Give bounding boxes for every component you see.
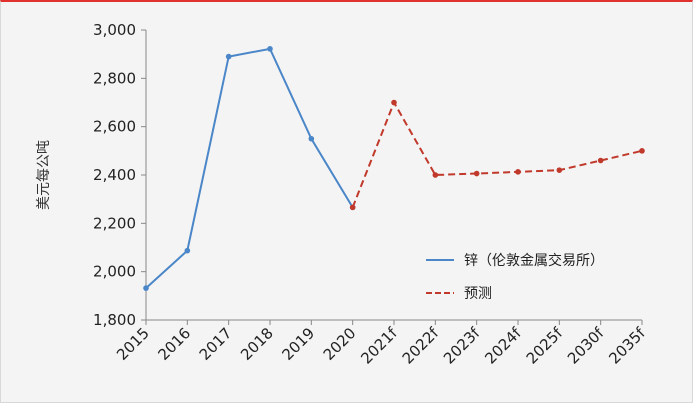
series-points	[143, 46, 645, 291]
legend-label: 锌（伦敦金属交易所）	[464, 252, 604, 269]
data-point-series-0	[143, 285, 149, 291]
data-point-series-1	[432, 172, 439, 178]
series-line-1	[351, 100, 643, 208]
data-point-series-1	[349, 204, 356, 211]
y-tick-label: 2,800	[93, 69, 136, 87]
data-point-series-0	[308, 135, 315, 142]
x-tick-label: 2025f	[523, 324, 567, 368]
legend-label: 预测	[464, 286, 492, 302]
x-tick-label: 2019	[278, 324, 318, 364]
y-tick-label: 3,000	[93, 21, 136, 39]
x-tick-label: 2030f	[564, 324, 608, 368]
legend: 锌（伦敦金属交易所） 预测	[426, 252, 604, 302]
x-ticks: 2015 2016 2017 2018 2019 20202021f2022f2023f2…	[113, 320, 649, 368]
x-tick-label: 2023f	[440, 324, 484, 368]
series-line-0	[145, 47, 354, 289]
data-point-series-1	[556, 167, 563, 173]
x-tick-label: 2022f	[399, 324, 443, 368]
y-ticks: 1,800 2,000 2,200 2,400 2,600 2,800 3,000	[93, 21, 146, 329]
y-axis-label: 美元每公吨	[36, 140, 52, 210]
x-tick-label: 2024f	[481, 324, 525, 368]
x-tick-label: 2035f	[605, 324, 649, 368]
data-point-series-0	[267, 46, 273, 52]
y-tick-label: 1,800	[93, 311, 136, 329]
data-point-series-0	[184, 247, 191, 254]
y-tick-label: 2,000	[93, 263, 136, 281]
data-point-series-1	[391, 99, 397, 106]
series-lines	[145, 47, 643, 289]
y-tick-label: 2,200	[93, 214, 136, 232]
x-tick-label: 2017	[196, 324, 236, 364]
data-point-series-1	[515, 169, 521, 175]
x-tick-label: 2016	[154, 324, 194, 364]
x-tick-label: 2020	[320, 324, 360, 364]
data-point-series-0	[225, 53, 232, 60]
x-tick-label: 2018	[237, 324, 277, 364]
x-tick-label: 2015	[113, 324, 153, 364]
data-point-series-1	[473, 170, 480, 177]
y-tick-label: 2,400	[93, 166, 136, 184]
y-tick-label: 2,600	[93, 118, 136, 136]
data-point-series-1	[597, 157, 604, 164]
x-tick-label: 2021f	[357, 324, 401, 368]
data-point-series-1	[639, 148, 645, 154]
